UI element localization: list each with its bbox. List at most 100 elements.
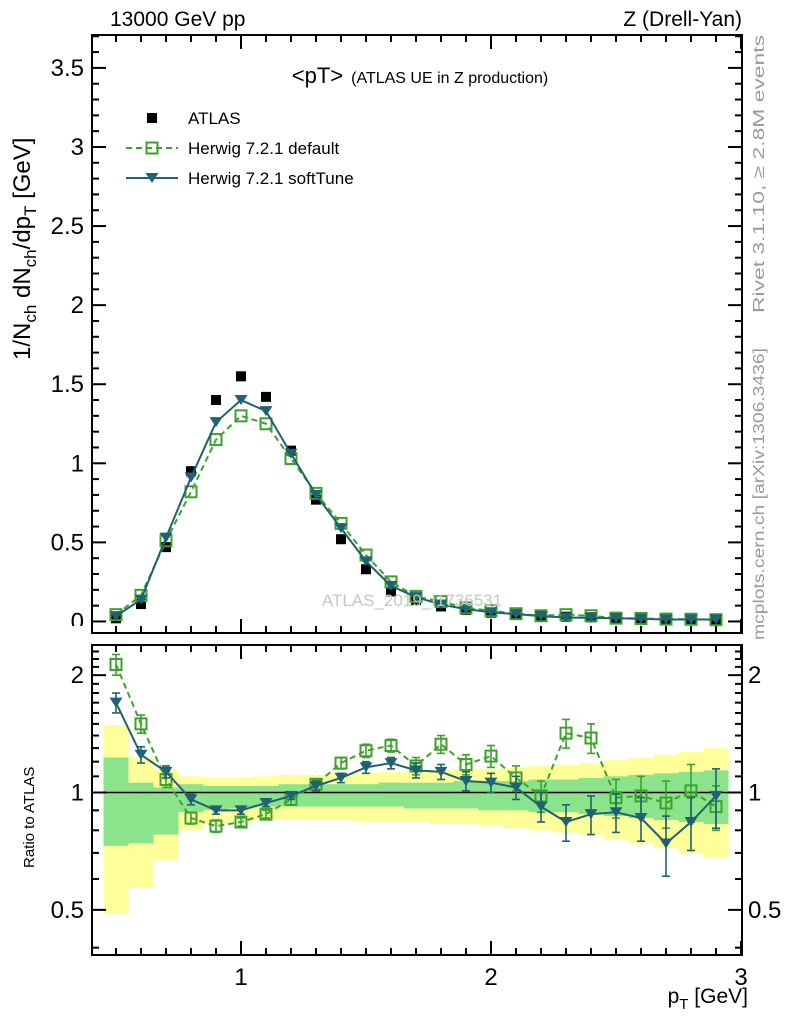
plot-title: <pT> (ATLAS UE in Z production) (292, 63, 548, 88)
green-band-bin (353, 784, 379, 807)
data-point-marker (259, 417, 273, 431)
ratio-panel-series (109, 653, 723, 878)
data-point-marker (684, 817, 698, 828)
data-point-marker (184, 794, 198, 805)
x-tick-label: 1 (234, 964, 247, 991)
main-panel-frame (91, 34, 743, 634)
x-tick-labels: 1 2 3 (234, 964, 747, 991)
data-point-marker (134, 717, 148, 731)
series-herwig-softtune-main (109, 395, 723, 625)
data-point-marker (336, 534, 346, 545)
green-band-bin (378, 782, 404, 807)
axis-ticks (92, 35, 742, 955)
data-point-marker (609, 613, 623, 624)
green-band-bin (103, 757, 129, 846)
data-point-marker (634, 813, 648, 824)
ratio-panel-frame (91, 644, 743, 956)
data-point-marker (359, 762, 373, 773)
data-point-marker (109, 611, 123, 622)
data-point-marker (459, 776, 473, 787)
ratio-tick-label-left: 2 (71, 662, 84, 689)
data-point-marker (409, 592, 423, 603)
x-axis-label: pT [GeV] (668, 985, 748, 1013)
data-point-marker (659, 838, 673, 849)
x-tick-label: 2 (484, 964, 497, 991)
data-point-marker (284, 448, 298, 459)
data-point-marker (684, 614, 698, 625)
data-point-marker (259, 406, 273, 417)
y-tick-label: 1.5 (51, 371, 84, 398)
y-axis-label-ratio: Ratio to ATLAS (21, 767, 38, 868)
data-point-marker (259, 807, 273, 821)
data-point-marker (234, 395, 248, 406)
data-point-marker (684, 784, 698, 798)
main-panel-series (109, 371, 723, 627)
data-point-marker (584, 809, 598, 820)
data-point-marker (145, 173, 159, 183)
data-point-marker (186, 466, 196, 477)
data-point-marker (459, 757, 473, 771)
data-point-marker (709, 614, 723, 625)
header-beam-energy: 13000 GeV pp (110, 8, 245, 31)
data-point-marker (384, 580, 398, 591)
data-point-marker (559, 817, 573, 828)
data-point-marker (484, 777, 498, 788)
data-point-marker (634, 613, 648, 624)
data-point-marker (309, 780, 323, 791)
data-point-marker (209, 819, 223, 833)
data-point-marker (234, 805, 248, 816)
green-band-bin (228, 785, 254, 809)
y-tick-label: 2 (71, 292, 84, 319)
data-point-marker (209, 805, 223, 816)
data-point-marker (709, 790, 723, 801)
mcplots-arxiv-note: mcplots.cern.ch [arXiv:1306.3436] (751, 348, 768, 640)
ratio-tick-label-left: 1 (71, 780, 84, 807)
data-point-marker (234, 815, 248, 829)
y-tick-label: 3.5 (51, 55, 84, 82)
y-tick-label: 3 (71, 134, 84, 161)
x-tick-label: 3 (734, 964, 747, 991)
legend-markers (126, 113, 178, 183)
data-point-marker (109, 657, 123, 671)
y-tick-label: 0 (71, 608, 84, 635)
data-point-marker (484, 607, 498, 618)
green-band-bin (328, 784, 354, 807)
data-point-marker (147, 113, 157, 123)
plot-title-observable: <pT> (292, 63, 343, 88)
data-point-marker (334, 523, 348, 534)
data-point-marker (234, 409, 248, 423)
data-point-marker (434, 766, 448, 777)
data-point-marker (459, 604, 473, 615)
analysis-watermark: ATLAS_2019_I1736531 (322, 591, 502, 610)
data-point-marker (209, 433, 223, 447)
y-axis-label-main: 1/Nch dNch/dpT [GeV] (9, 138, 40, 360)
chart-generated-layers: 1 2 3 0 0.5 1 1.5 2 2.5 3 3.5 0.5 0.5 1 1 2 2 (51, 35, 781, 991)
data-point-marker (134, 594, 148, 605)
data-point-marker (409, 765, 423, 776)
data-point-marker (584, 612, 598, 623)
legend-label-herwig-default: Herwig 7.2.1 default (188, 139, 339, 158)
data-point-marker (559, 726, 573, 740)
data-point-marker (211, 395, 221, 406)
legend-label-herwig-softtune: Herwig 7.2.1 softTune (188, 169, 354, 188)
data-point-marker (361, 564, 371, 575)
data-point-marker (509, 609, 523, 620)
data-point-marker (184, 472, 198, 483)
data-point-marker (209, 417, 223, 428)
data-point-marker (334, 772, 348, 783)
data-point-marker (659, 796, 673, 810)
data-point-marker (509, 782, 523, 793)
ratio-tick-label-right: 2 (748, 662, 761, 689)
plot-title-note: (ATLAS UE in Z production) (351, 70, 548, 87)
data-point-marker (434, 737, 448, 751)
data-point-marker (334, 756, 348, 770)
series-herwig-softtune-ratio (109, 692, 723, 878)
data-point-marker (159, 532, 173, 543)
header-process: Z (Drell-Yan) (623, 8, 742, 31)
data-point-marker (484, 749, 498, 763)
data-point-marker (434, 599, 448, 610)
data-point-marker (184, 811, 198, 825)
data-point-marker (134, 749, 148, 760)
data-point-marker (145, 141, 159, 155)
